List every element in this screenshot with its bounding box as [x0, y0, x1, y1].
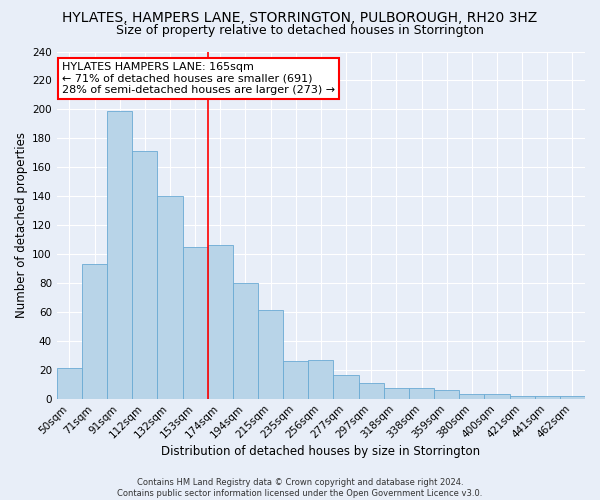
Bar — [258, 310, 283, 398]
Bar — [384, 388, 409, 398]
Bar — [107, 111, 132, 399]
Bar — [157, 196, 182, 398]
X-axis label: Distribution of detached houses by size in Storrington: Distribution of detached houses by size … — [161, 444, 481, 458]
Bar — [57, 368, 82, 398]
Text: Size of property relative to detached houses in Storrington: Size of property relative to detached ho… — [116, 24, 484, 37]
Bar — [459, 394, 484, 398]
Text: HYLATES HAMPERS LANE: 165sqm
← 71% of detached houses are smaller (691)
28% of s: HYLATES HAMPERS LANE: 165sqm ← 71% of de… — [62, 62, 335, 95]
Bar — [434, 390, 459, 398]
Bar — [233, 283, 258, 399]
Bar — [334, 376, 359, 398]
Bar — [208, 246, 233, 398]
Text: HYLATES, HAMPERS LANE, STORRINGTON, PULBOROUGH, RH20 3HZ: HYLATES, HAMPERS LANE, STORRINGTON, PULB… — [62, 11, 538, 25]
Bar — [509, 396, 535, 398]
Bar — [182, 247, 208, 398]
Bar — [535, 396, 560, 398]
Y-axis label: Number of detached properties: Number of detached properties — [15, 132, 28, 318]
Bar — [409, 388, 434, 398]
Bar — [283, 361, 308, 399]
Bar — [308, 360, 334, 399]
Bar — [82, 264, 107, 398]
Bar — [132, 152, 157, 398]
Text: Contains HM Land Registry data © Crown copyright and database right 2024.
Contai: Contains HM Land Registry data © Crown c… — [118, 478, 482, 498]
Bar — [484, 394, 509, 398]
Bar — [359, 382, 384, 398]
Bar — [560, 396, 585, 398]
